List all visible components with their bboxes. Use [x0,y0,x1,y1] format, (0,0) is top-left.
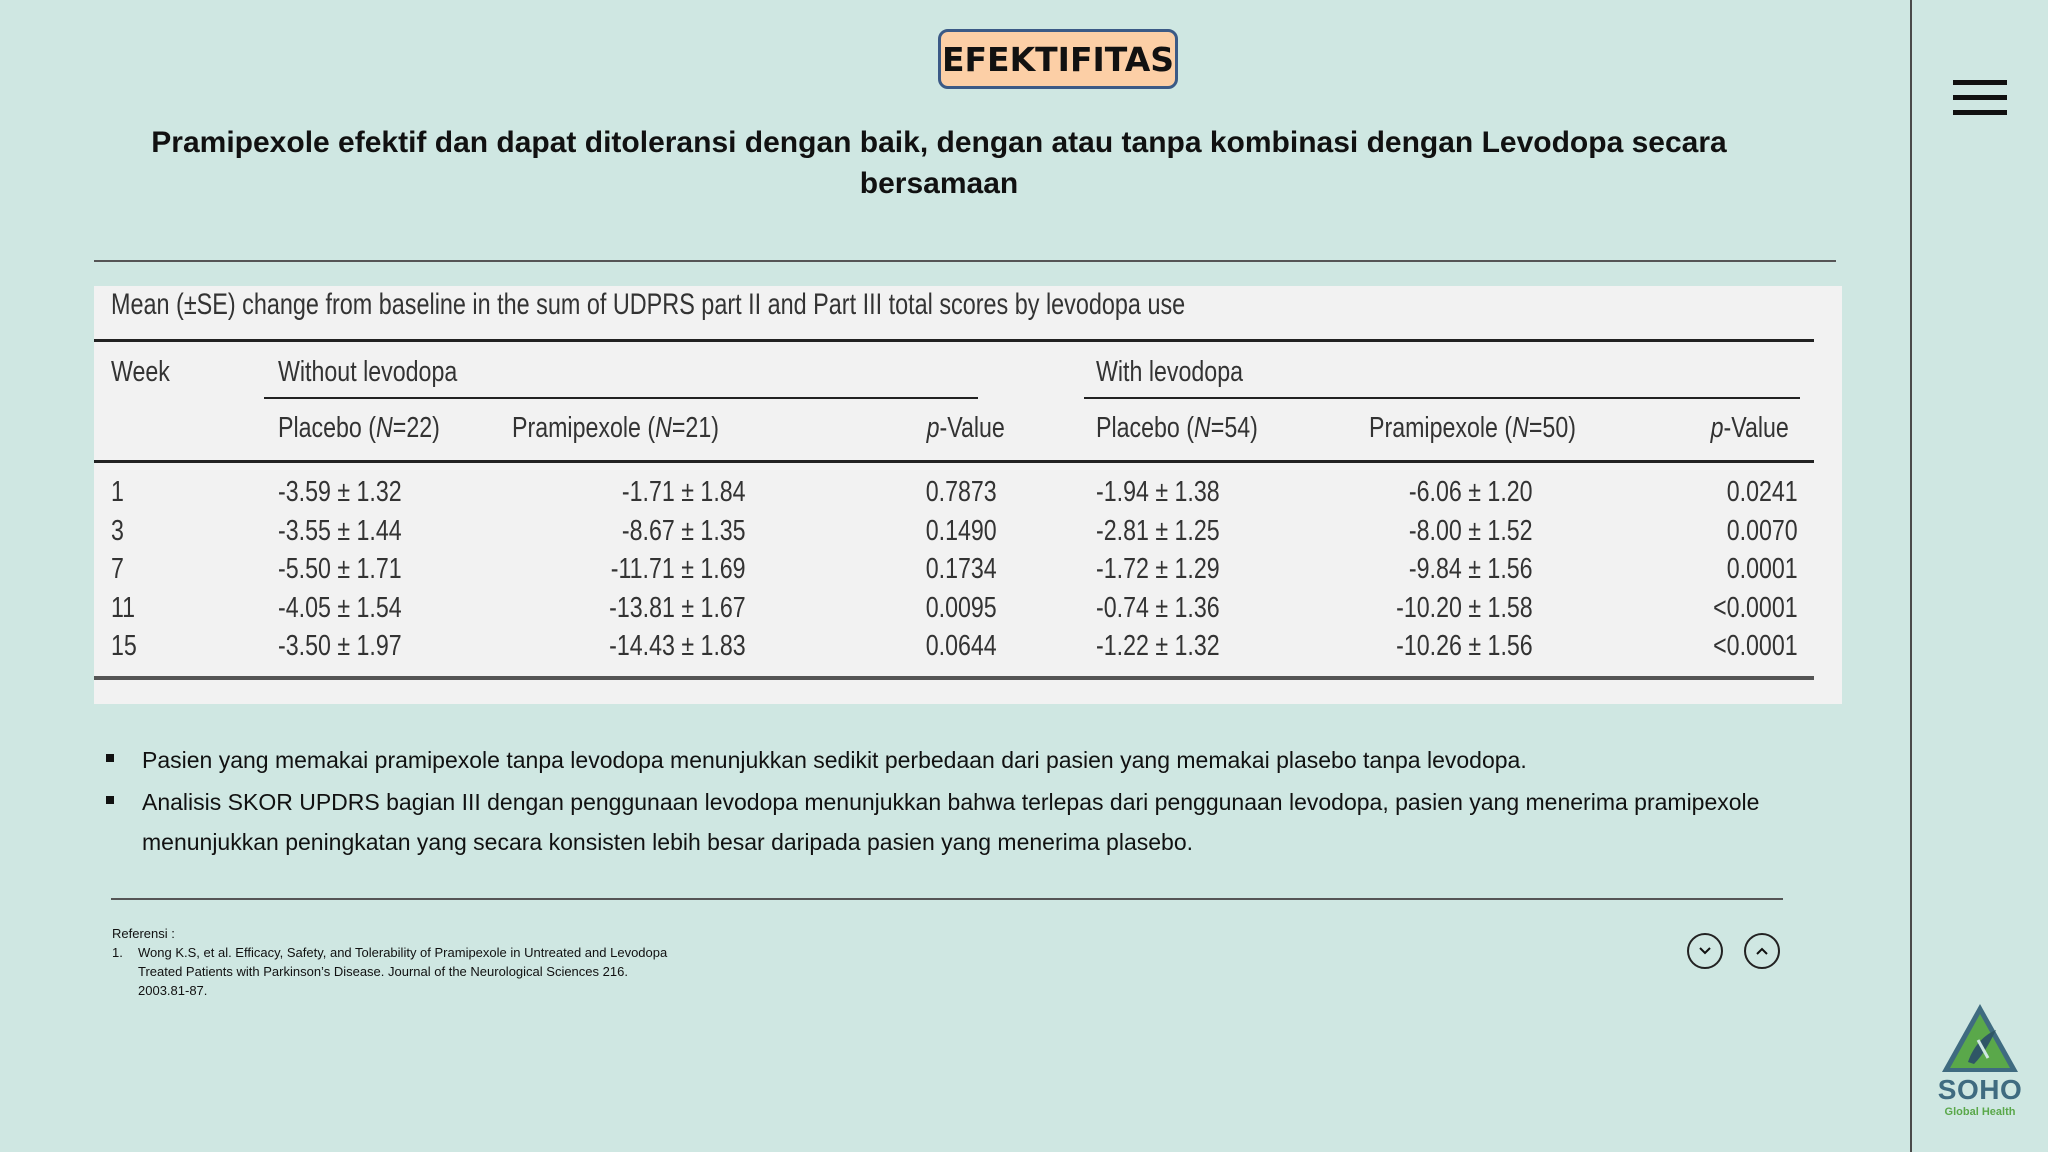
header-p-without: p-Value [927,412,1005,444]
references-heading: Referensi : [112,926,175,941]
cell-placebo-without: -3.50 ± 1.97 [278,630,402,662]
header-prami-with-label: Pramipexole (N=50) [1369,412,1576,444]
group-rule-without [264,397,978,399]
group-rule-with [1084,397,1800,399]
page-subtitle: Pramipexole efektif dan dapat ditolerans… [120,122,1758,204]
scroll-down-button[interactable] [1687,933,1723,969]
cell-placebo-with: -1.22 ± 1.32 [1096,630,1220,662]
references: Referensi : 1. Wong K.S, et al. Efficacy… [112,924,672,1000]
cell-prami-without: -14.43 ± 1.83 [609,630,746,662]
header-p-with: p-Value [1711,412,1789,444]
list-item-text: Pasien yang memakai pramipexole tanpa le… [142,747,1527,773]
cell-placebo-with: -0.74 ± 1.36 [1096,592,1220,624]
cell-p-with: <0.0001 [1713,592,1798,624]
cell-prami-without: -1.71 ± 1.84 [622,476,746,508]
cell-p-without: 0.0095 [926,592,997,624]
hamburger-menu-icon[interactable] [1953,80,2007,116]
cell-prami-with: -10.20 ± 1.58 [1396,592,1533,624]
bottom-divider [111,898,1783,900]
logo-subtitle: Global Health [1944,1106,2016,1118]
header-prami-without: Pramipexole (N=21) [512,412,719,444]
list-item-text: Analisis SKOR UPDRS bagian III dengan pe… [142,789,1760,855]
list-item: Analisis SKOR UPDRS bagian III dengan pe… [106,782,1806,862]
cell-placebo-with: -2.81 ± 1.25 [1096,515,1220,547]
sidebar-divider [1910,0,1912,1152]
bullet-marker [106,754,114,762]
top-divider [94,260,1836,262]
cell-prami-with: -9.84 ± 1.56 [1409,553,1533,585]
header-bottom-rule [94,460,1814,463]
menu-bar [1953,80,2007,85]
bullet-marker [106,796,114,804]
section-badge: EFEKTIFITAS [938,29,1178,89]
cell-prami-with: -6.06 ± 1.20 [1409,476,1533,508]
header-week: Week [111,356,170,388]
chevron-down-icon [1699,947,1711,955]
subtitle-line-1: Pramipexole efektif dan dapat ditolerans… [151,126,1727,159]
cell-p-without: 0.7873 [926,476,997,508]
header-without-levodopa: Without levodopa [278,356,458,388]
cell-prami-without: -13.81 ± 1.67 [609,592,746,624]
header-placebo-with-label: Placebo (N=54) [1096,412,1258,444]
cell-p-with: 0.0001 [1727,553,1798,585]
header-p-without-label: p-Value [926,412,1005,444]
logo-mark-icon [1942,1004,2018,1072]
findings-list: Pasien yang memakai pramipexole tanpa le… [106,740,1806,864]
cell-prami-without: -8.67 ± 1.35 [622,515,746,547]
results-table: Mean (±SE) change from baseline in the s… [94,286,1842,704]
chevron-up-icon [1756,947,1768,955]
cell-week: 1 [111,476,124,508]
soho-logo: SOHO Global Health [1930,1000,2030,1125]
cell-placebo-with: -1.72 ± 1.29 [1096,553,1220,585]
cell-placebo-without: -5.50 ± 1.71 [278,553,402,585]
cell-week: 3 [111,515,124,547]
cell-p-with: <0.0001 [1713,630,1798,662]
table-caption: Mean (±SE) change from baseline in the s… [111,288,1186,321]
reference-number: 1. [112,945,123,960]
reference-item: 1. Wong K.S, et al. Efficacy, Safety, an… [112,943,672,1000]
cell-week: 11 [111,592,136,624]
cell-p-with: 0.0241 [1727,476,1798,508]
reference-text: Wong K.S, et al. Efficacy, Safety, and T… [138,945,668,998]
table-top-rule [94,339,1814,342]
cell-week: 15 [111,630,137,662]
header-with-levodopa: With levodopa [1096,356,1244,388]
menu-bar [1953,95,2007,100]
list-item: Pasien yang memakai pramipexole tanpa le… [106,740,1806,780]
cell-p-with: 0.0070 [1727,515,1798,547]
cell-placebo-without: -3.55 ± 1.44 [278,515,402,547]
header-p-with-label: p-Value [1710,412,1789,444]
cell-p-without: 0.1490 [926,515,997,547]
cell-week: 7 [111,553,124,585]
subtitle-line-2: bersamaan [859,167,1019,200]
cell-placebo-with: -1.94 ± 1.38 [1096,476,1220,508]
table-bottom-rule [94,676,1814,680]
menu-bar [1953,110,2007,115]
header-prami-without-label: Pramipexole (N=21) [512,412,719,444]
cell-placebo-without: -3.59 ± 1.32 [278,476,402,508]
cell-prami-without: -11.71 ± 1.69 [611,553,746,585]
cell-prami-with: -10.26 ± 1.56 [1396,630,1533,662]
logo-name: SOHO [1937,1074,2023,1105]
scroll-up-button[interactable] [1744,933,1780,969]
cell-p-without: 0.1734 [926,553,997,585]
cell-p-without: 0.0644 [926,630,997,662]
header-prami-with: Pramipexole (N=50) [1369,412,1576,444]
header-placebo-with: Placebo (N=54) [1096,412,1258,444]
cell-placebo-without: -4.05 ± 1.54 [278,592,402,624]
cell-prami-with: -8.00 ± 1.52 [1409,515,1533,547]
header-placebo-without: Placebo (N=22) [278,412,440,444]
header-placebo-without-label: Placebo (N=22) [278,412,440,444]
